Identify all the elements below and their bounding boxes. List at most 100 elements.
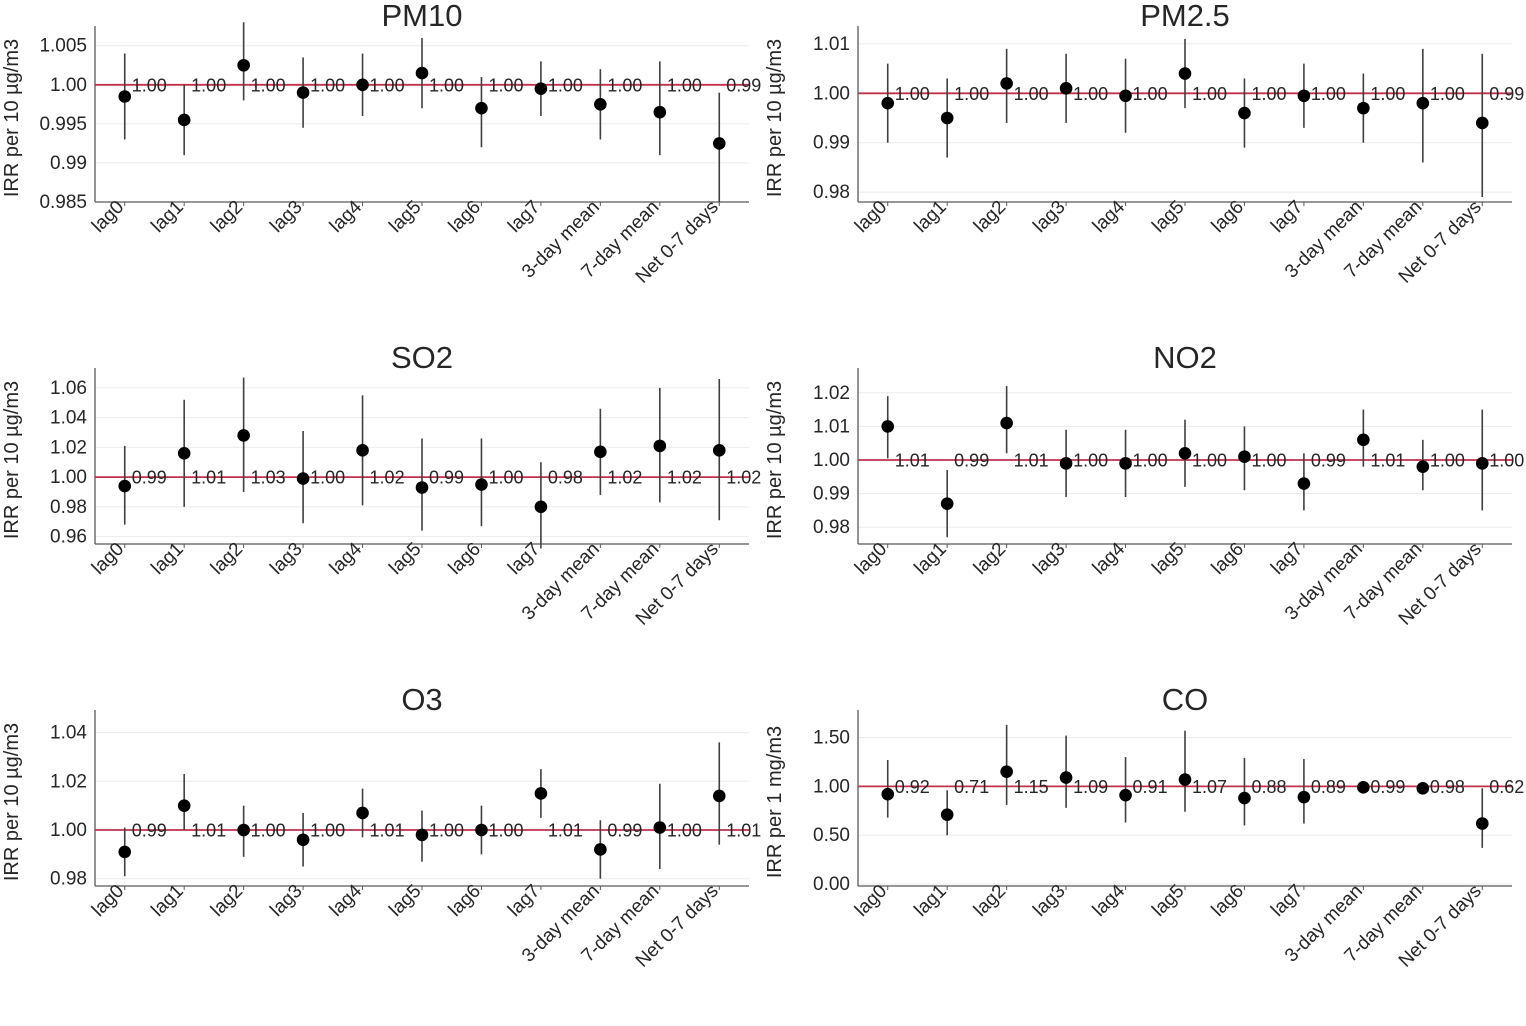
svg-text:IRR per 1 mg/m3: IRR per 1 mg/m3 xyxy=(764,726,786,878)
svg-text:1.01: 1.01 xyxy=(1370,451,1405,471)
svg-text:1.00: 1.00 xyxy=(251,821,286,841)
svg-text:1.00: 1.00 xyxy=(667,75,702,95)
svg-text:0.995: 0.995 xyxy=(39,114,87,135)
svg-text:1.00: 1.00 xyxy=(429,821,464,841)
svg-text:O3: O3 xyxy=(401,684,442,717)
svg-text:1.01: 1.01 xyxy=(1014,451,1049,471)
svg-text:1.00: 1.00 xyxy=(1430,451,1465,471)
svg-text:1.00: 1.00 xyxy=(1251,451,1286,471)
svg-text:SO2: SO2 xyxy=(391,342,453,375)
svg-text:1.00: 1.00 xyxy=(607,75,642,95)
svg-text:1.00: 1.00 xyxy=(954,84,989,104)
svg-text:1.15: 1.15 xyxy=(1014,777,1049,797)
svg-text:1.01: 1.01 xyxy=(191,468,226,488)
svg-text:1.07: 1.07 xyxy=(1192,777,1227,797)
svg-text:1.00: 1.00 xyxy=(429,75,464,95)
svg-text:1.00: 1.00 xyxy=(1251,84,1286,104)
svg-text:1.00: 1.00 xyxy=(1073,84,1108,104)
svg-text:NO2: NO2 xyxy=(1153,342,1217,375)
svg-text:IRR per 10 µg/m3: IRR per 10 µg/m3 xyxy=(764,381,786,539)
svg-text:0.62: 0.62 xyxy=(1489,777,1524,797)
svg-text:1.00: 1.00 xyxy=(1192,451,1227,471)
svg-text:PM10: PM10 xyxy=(382,0,463,33)
svg-text:0.96: 0.96 xyxy=(50,527,87,548)
svg-text:1.00: 1.00 xyxy=(488,75,523,95)
svg-text:0.91: 0.91 xyxy=(1133,777,1168,797)
svg-text:1.00: 1.00 xyxy=(667,821,702,841)
svg-text:1.00: 1.00 xyxy=(1133,84,1168,104)
svg-text:0.92: 0.92 xyxy=(895,777,930,797)
svg-text:0.89: 0.89 xyxy=(1311,777,1346,797)
svg-text:1.00: 1.00 xyxy=(1430,84,1465,104)
svg-text:0.71: 0.71 xyxy=(954,777,989,797)
svg-text:0.99: 0.99 xyxy=(726,75,761,95)
svg-text:0.98: 0.98 xyxy=(813,517,850,538)
svg-text:1.02: 1.02 xyxy=(726,468,761,488)
svg-text:1.01: 1.01 xyxy=(548,821,583,841)
svg-text:1.00: 1.00 xyxy=(370,75,405,95)
svg-text:0.88: 0.88 xyxy=(1251,777,1286,797)
svg-text:1.00: 1.00 xyxy=(50,820,87,841)
svg-text:1.02: 1.02 xyxy=(50,771,87,792)
svg-text:1.03: 1.03 xyxy=(251,468,286,488)
svg-text:1.04: 1.04 xyxy=(50,723,87,744)
svg-text:1.00: 1.00 xyxy=(310,468,345,488)
svg-text:1.04: 1.04 xyxy=(50,408,87,429)
svg-text:0.98: 0.98 xyxy=(1430,777,1465,797)
svg-text:IRR per 10 µg/m3: IRR per 10 µg/m3 xyxy=(1,39,23,197)
svg-text:1.02: 1.02 xyxy=(813,383,850,404)
svg-text:1.00: 1.00 xyxy=(1311,84,1346,104)
svg-text:1.01: 1.01 xyxy=(813,416,850,437)
svg-text:IRR per 10 µg/m3: IRR per 10 µg/m3 xyxy=(1,381,23,539)
svg-text:1.00: 1.00 xyxy=(132,75,167,95)
svg-text:0.99: 0.99 xyxy=(813,484,850,505)
svg-text:1.02: 1.02 xyxy=(50,437,87,458)
svg-text:1.01: 1.01 xyxy=(895,451,930,471)
svg-text:1.00: 1.00 xyxy=(488,468,523,488)
svg-text:0.99: 0.99 xyxy=(813,133,850,154)
svg-text:PM2.5: PM2.5 xyxy=(1140,0,1230,33)
svg-text:1.00: 1.00 xyxy=(1489,451,1524,471)
svg-text:1.50: 1.50 xyxy=(813,728,850,749)
svg-text:1.00: 1.00 xyxy=(813,83,850,104)
svg-text:0.985: 0.985 xyxy=(39,192,87,213)
svg-text:1.00: 1.00 xyxy=(50,467,87,488)
svg-text:0.99: 0.99 xyxy=(50,153,87,174)
svg-text:0.98: 0.98 xyxy=(813,182,850,203)
svg-text:0.99: 0.99 xyxy=(132,821,167,841)
svg-text:0.99: 0.99 xyxy=(1370,777,1405,797)
svg-text:1.00: 1.00 xyxy=(310,821,345,841)
svg-text:CO: CO xyxy=(1162,684,1209,717)
svg-text:1.00: 1.00 xyxy=(1192,84,1227,104)
svg-text:1.06: 1.06 xyxy=(50,378,87,399)
svg-text:1.00: 1.00 xyxy=(1073,451,1108,471)
svg-text:0.98: 0.98 xyxy=(548,468,583,488)
svg-text:1.00: 1.00 xyxy=(1370,84,1405,104)
svg-text:1.01: 1.01 xyxy=(813,34,850,55)
svg-text:1.01: 1.01 xyxy=(191,821,226,841)
svg-text:0.99: 0.99 xyxy=(607,821,642,841)
svg-text:0.99: 0.99 xyxy=(1489,84,1524,104)
svg-text:1.00: 1.00 xyxy=(310,75,345,95)
svg-text:1.00: 1.00 xyxy=(1133,451,1168,471)
svg-text:0.98: 0.98 xyxy=(50,869,87,890)
svg-text:1.00: 1.00 xyxy=(251,75,286,95)
svg-text:1.00: 1.00 xyxy=(1014,84,1049,104)
svg-text:1.005: 1.005 xyxy=(39,36,87,57)
svg-text:1.00: 1.00 xyxy=(813,776,850,797)
svg-text:0.99: 0.99 xyxy=(954,451,989,471)
svg-text:0.99: 0.99 xyxy=(429,468,464,488)
svg-text:1.00: 1.00 xyxy=(50,75,87,96)
svg-text:0.99: 0.99 xyxy=(132,468,167,488)
svg-text:1.01: 1.01 xyxy=(726,821,761,841)
svg-text:1.02: 1.02 xyxy=(370,468,405,488)
svg-text:0.00: 0.00 xyxy=(813,874,850,895)
svg-text:1.02: 1.02 xyxy=(667,468,702,488)
svg-text:1.02: 1.02 xyxy=(607,468,642,488)
svg-text:1.00: 1.00 xyxy=(191,75,226,95)
svg-text:1.00: 1.00 xyxy=(488,821,523,841)
svg-text:1.00: 1.00 xyxy=(813,450,850,471)
svg-text:1.01: 1.01 xyxy=(370,821,405,841)
svg-text:IRR per 10 µg/m3: IRR per 10 µg/m3 xyxy=(764,39,786,197)
svg-text:1.00: 1.00 xyxy=(548,75,583,95)
